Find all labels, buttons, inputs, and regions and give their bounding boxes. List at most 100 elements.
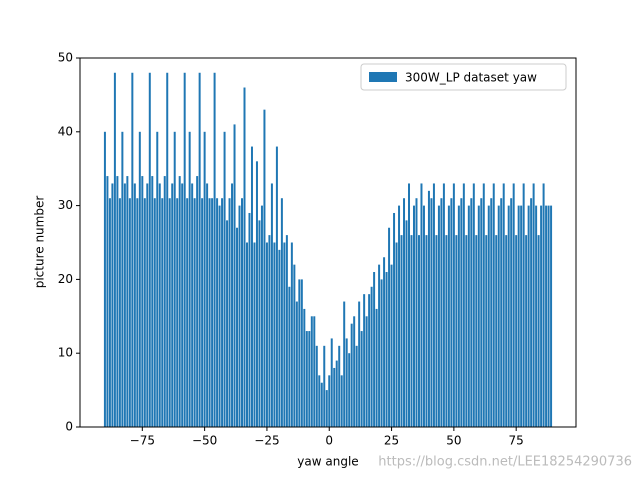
bar <box>420 183 423 427</box>
bar <box>216 198 219 427</box>
bar <box>171 183 174 427</box>
bar <box>143 198 146 427</box>
bar <box>315 345 318 427</box>
bar <box>512 183 515 427</box>
bar <box>300 279 303 427</box>
bar <box>221 198 224 427</box>
bar <box>178 176 181 427</box>
bar <box>440 198 443 427</box>
bar <box>403 198 406 427</box>
bar <box>298 279 301 427</box>
bar <box>193 198 196 427</box>
bar <box>450 198 453 427</box>
x-tick-label: 0 <box>325 434 333 448</box>
bar <box>412 205 415 427</box>
bar <box>398 205 401 427</box>
y-tick-label: 40 <box>58 124 73 138</box>
bar <box>393 212 396 427</box>
bar <box>198 72 201 427</box>
bar <box>236 227 239 427</box>
bar <box>340 375 343 427</box>
bar <box>308 331 311 427</box>
bar <box>173 131 176 428</box>
bar <box>350 323 353 427</box>
bar <box>330 338 333 427</box>
bar <box>355 345 358 427</box>
bar <box>417 235 420 427</box>
bar <box>408 183 411 427</box>
bar <box>505 235 508 427</box>
x-tick-label: 50 <box>446 434 461 448</box>
bar <box>141 176 144 427</box>
bar <box>462 183 465 427</box>
y-axis-label: picture number <box>33 196 47 289</box>
bar <box>388 227 391 427</box>
bar <box>320 382 323 427</box>
bar <box>323 345 326 427</box>
bar <box>288 286 291 427</box>
bar <box>425 235 428 427</box>
bar <box>545 205 548 427</box>
bar <box>445 235 448 427</box>
bar <box>201 198 204 427</box>
bar <box>345 338 348 427</box>
bar <box>395 242 398 427</box>
bar <box>113 72 116 427</box>
bar <box>123 183 126 427</box>
bar <box>510 198 513 427</box>
bar <box>525 235 528 427</box>
bar <box>138 131 141 428</box>
bar <box>405 220 408 427</box>
bar <box>106 176 109 427</box>
bar <box>268 235 271 427</box>
bar <box>136 198 139 427</box>
bar <box>133 183 136 427</box>
bar <box>218 205 221 427</box>
bar <box>121 131 124 428</box>
bar <box>370 286 373 427</box>
bar <box>360 331 363 427</box>
bar <box>500 198 503 427</box>
bar <box>477 205 480 427</box>
bar <box>455 235 458 427</box>
bar <box>253 242 256 427</box>
bar <box>365 316 368 427</box>
bar <box>542 183 545 427</box>
bar <box>223 131 226 428</box>
bar <box>270 183 273 427</box>
x-tick-label: −75 <box>130 434 155 448</box>
bar <box>166 72 169 427</box>
bar <box>233 124 236 428</box>
bar <box>103 131 106 428</box>
bar <box>452 183 455 427</box>
bar <box>186 198 189 427</box>
bar <box>427 190 430 427</box>
bar <box>530 198 533 427</box>
bar <box>265 242 268 427</box>
bar <box>241 198 244 427</box>
bar <box>153 198 156 427</box>
x-tick-label: 75 <box>509 434 524 448</box>
bar <box>415 198 418 427</box>
bar <box>303 308 306 427</box>
bar <box>126 176 129 427</box>
bar <box>358 301 361 427</box>
bar <box>335 360 338 427</box>
bar <box>343 301 346 427</box>
bar <box>472 183 475 427</box>
y-tick-label: 0 <box>65 420 73 434</box>
bar <box>203 131 206 428</box>
bar <box>527 205 530 427</box>
legend-swatch <box>369 72 397 82</box>
bar <box>206 183 209 427</box>
bar <box>447 205 450 427</box>
legend-box <box>360 63 567 91</box>
x-tick-label: 25 <box>384 434 399 448</box>
legend-label: 300W_LP dataset yaw <box>405 71 537 85</box>
bar <box>480 198 483 427</box>
bar <box>475 235 478 427</box>
x-tick-label: −50 <box>192 434 217 448</box>
bar <box>250 146 253 427</box>
bar <box>318 375 321 427</box>
bar <box>263 109 266 427</box>
